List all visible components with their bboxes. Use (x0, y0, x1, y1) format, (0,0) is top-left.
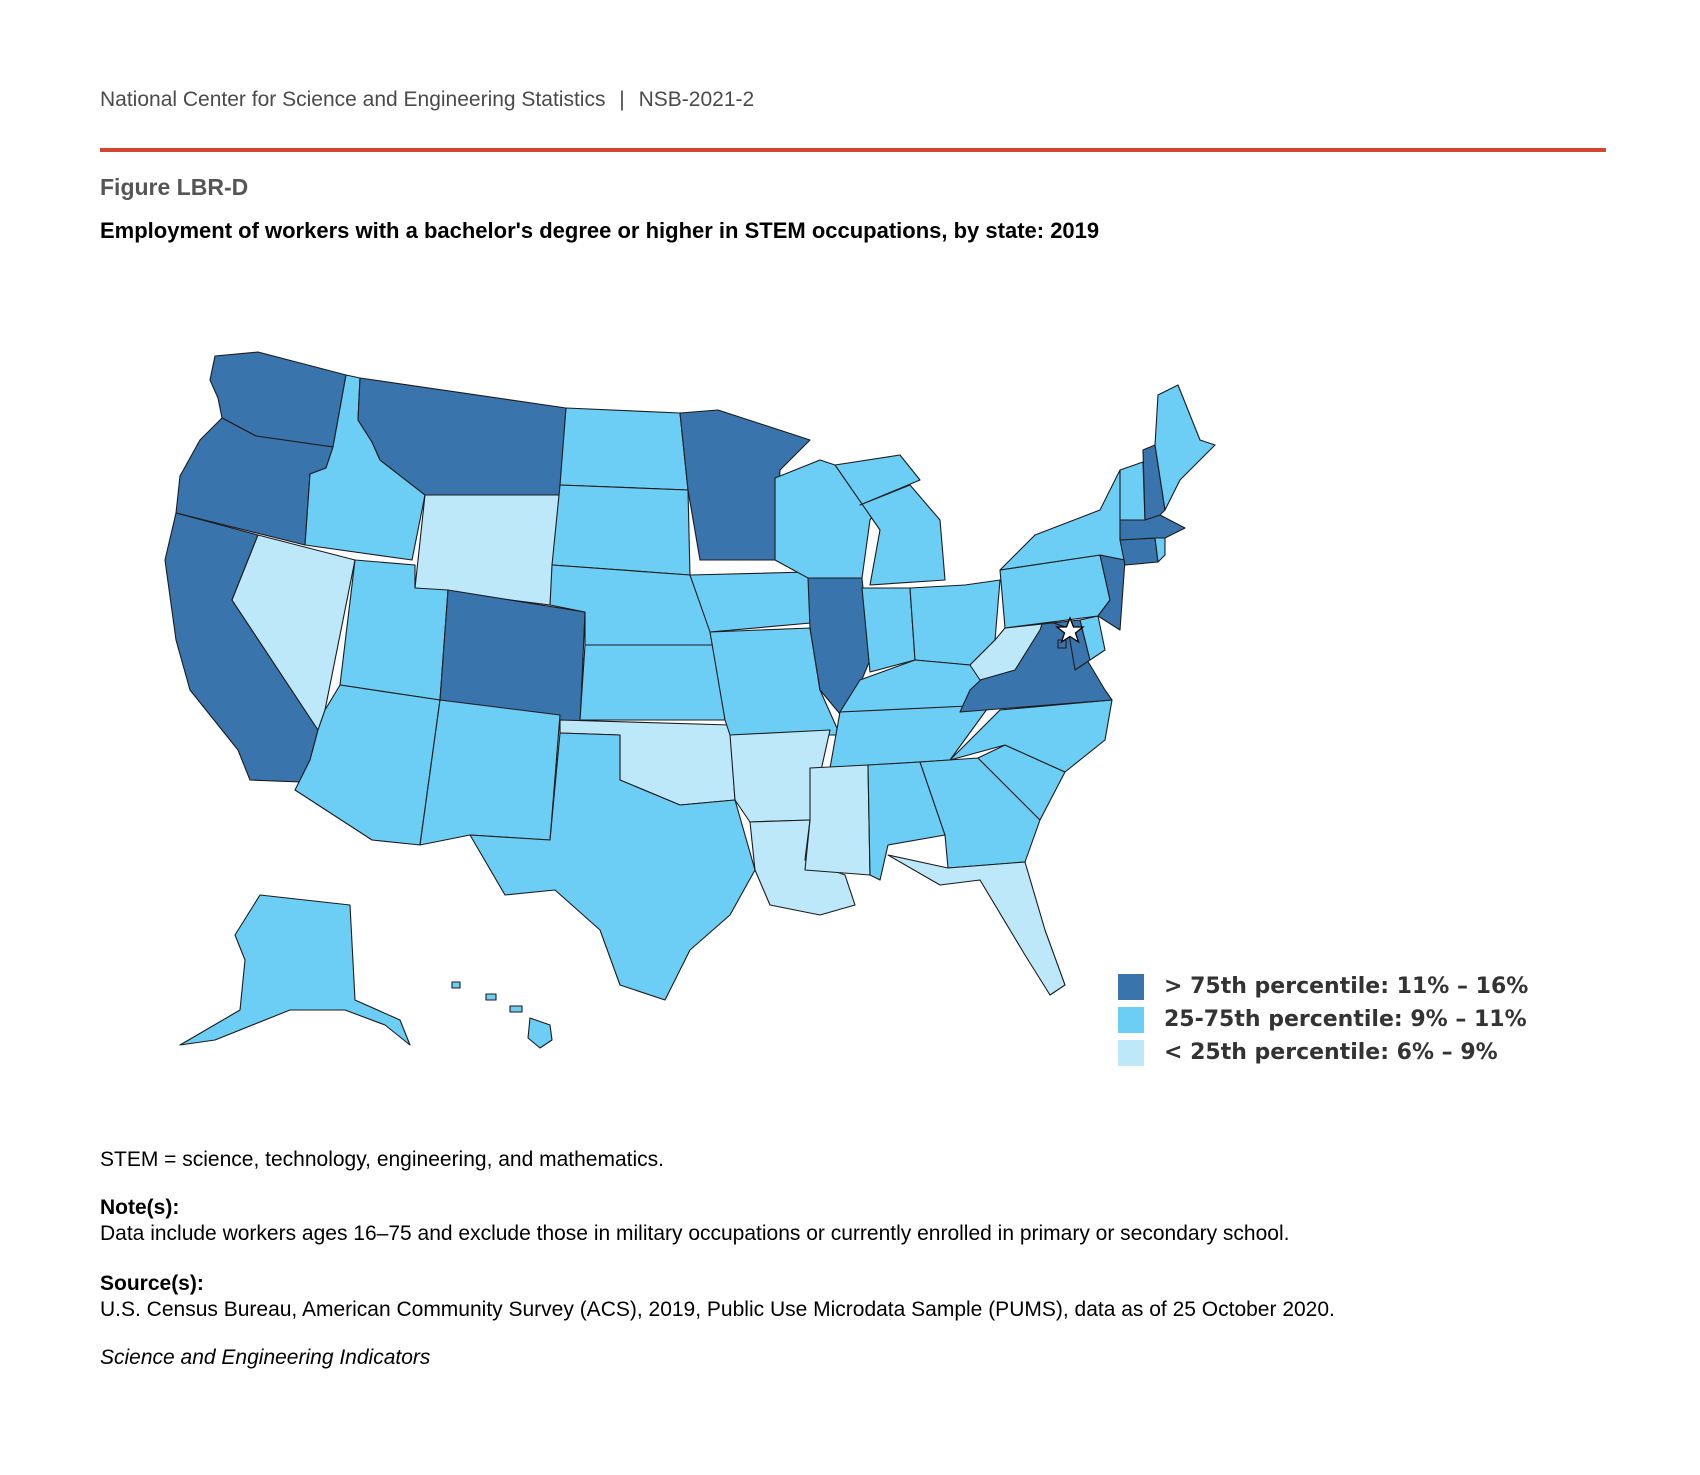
state-AK (179, 894, 411, 1046)
state-MI (834, 454, 946, 586)
legend-item-low: < 25th percentile: 6% – 9% (1118, 1036, 1528, 1069)
legend-swatch-low (1118, 1039, 1144, 1066)
org-name: National Center for Science and Engineer… (100, 88, 606, 111)
notes-text: Data include workers ages 16–75 and excl… (100, 1222, 1290, 1245)
hawaii-island-kauai (451, 981, 461, 989)
state-CT (1119, 537, 1159, 566)
legend-label-mid: 25-75th percentile: 9% – 11% (1164, 1007, 1527, 1032)
sources-text: U.S. Census Bureau, American Community S… (100, 1298, 1335, 1321)
figure-title: Employment of workers with a bachelor's … (100, 218, 1100, 243)
notes-heading: Note(s): (100, 1196, 180, 1219)
legend-swatch-mid (1118, 1006, 1144, 1033)
state-NM (419, 699, 561, 846)
figure-number: Figure LBR-D (100, 174, 249, 200)
state-IN (861, 587, 916, 673)
state-FL (887, 854, 1066, 996)
states-layer (164, 351, 1216, 1049)
legend-swatch-high (1118, 973, 1144, 1000)
state-ND (559, 407, 689, 491)
state-NH (1142, 444, 1166, 521)
legend: > 75th percentile: 11% – 16% 25-75th per… (1118, 970, 1528, 1069)
state-VT (1119, 461, 1146, 521)
sources-heading: Source(s): (100, 1272, 204, 1295)
state-WY (414, 494, 561, 606)
state-IA (689, 571, 823, 633)
abbreviation-note: STEM = science, technology, engineering,… (100, 1148, 664, 1171)
legend-label-high: > 75th percentile: 11% – 16% (1164, 974, 1529, 999)
legend-item-mid: 25-75th percentile: 9% – 11% (1118, 1003, 1528, 1036)
state-DE (1079, 615, 1106, 661)
hawaii-islands (451, 981, 523, 1013)
state-ME (1154, 384, 1216, 511)
report-id: NSB-2021-2 (638, 88, 755, 111)
state-KS (579, 644, 726, 721)
state-NC (949, 699, 1113, 773)
header-separator: | (619, 88, 625, 111)
state-SD (551, 484, 691, 576)
header-rule (100, 148, 1606, 152)
state-NY (999, 469, 1141, 571)
publication-name: Science and Engineering Indicators (100, 1346, 431, 1369)
legend-label-low: < 25th percentile: 6% – 9% (1164, 1040, 1498, 1065)
star-icon (1055, 616, 1085, 644)
report-header: National Center for Science and Engineer… (100, 88, 754, 112)
state-TX (469, 732, 756, 1001)
state-HI (527, 1017, 553, 1049)
hawaii-island-oahu (485, 993, 497, 1001)
legend-item-high: > 75th percentile: 11% – 16% (1118, 970, 1528, 1003)
hawaii-island-maui (509, 1005, 523, 1013)
state-MS (804, 764, 871, 876)
